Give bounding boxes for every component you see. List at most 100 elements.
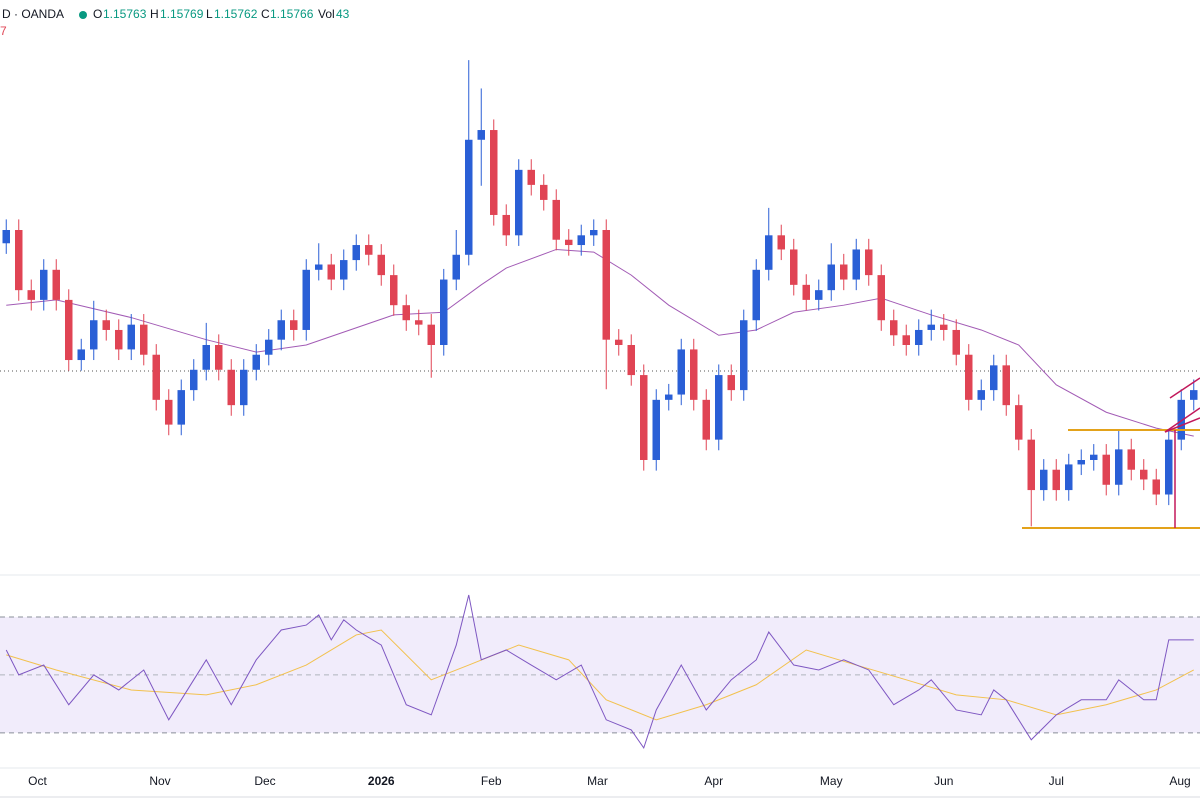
drawings (1022, 377, 1200, 529)
x-tick-label: Oct (28, 774, 47, 788)
status-dot (79, 11, 87, 19)
candle-body (627, 345, 635, 376)
candle-body (602, 230, 610, 340)
indicator-label: 7 (0, 24, 7, 38)
candle-body (1115, 449, 1123, 485)
vol-key: Vol (318, 7, 335, 21)
candle-body (540, 184, 548, 200)
candle-body (127, 324, 135, 350)
trend-line[interactable] (1164, 407, 1200, 433)
x-tick-label: Nov (149, 774, 170, 788)
candle-body (552, 199, 560, 240)
ohlc-value: 1.15766 (270, 7, 314, 21)
candle-body (440, 279, 448, 345)
candle-body (615, 339, 623, 345)
candle-body (1015, 405, 1023, 440)
rsi-pane (0, 594, 1200, 749)
x-tick-label: Apr (704, 774, 723, 788)
x-tick-label: 2026 (368, 774, 395, 788)
candle-body (965, 354, 973, 400)
ohlc-key: H (150, 7, 159, 21)
trend-line[interactable] (1164, 417, 1200, 433)
moving-average (6, 248, 1194, 437)
candle-body (340, 260, 348, 280)
candle-body (765, 235, 773, 270)
candle-body (90, 320, 98, 350)
candle-body (202, 345, 210, 370)
candle-body (1090, 454, 1098, 460)
candle-body (802, 284, 810, 300)
candle-body (890, 320, 898, 336)
candle-body (727, 375, 735, 391)
ohlc-value: 1.15763 (103, 7, 147, 21)
candle-body (915, 329, 923, 345)
candle-body (1040, 469, 1048, 491)
candle-body (65, 299, 73, 361)
candle-body (1102, 454, 1110, 485)
candle-body (590, 230, 598, 236)
price-pane (0, 60, 1200, 527)
candle-body (577, 235, 585, 246)
candle-body (252, 354, 260, 370)
x-tick-label: Jun (934, 774, 953, 788)
x-tick-label: Dec (254, 774, 275, 788)
candle-body (640, 375, 648, 460)
candle-body (465, 139, 473, 255)
candle-body (1165, 439, 1173, 495)
candle-body (490, 130, 498, 215)
candle-body (165, 399, 173, 425)
candle-body (427, 324, 435, 345)
candle-body (102, 320, 110, 330)
candle-body (502, 214, 510, 236)
candle-body (977, 390, 985, 400)
candle-body (1177, 399, 1185, 440)
candle-body (240, 369, 248, 406)
candle-body (1002, 365, 1010, 406)
candle-body (515, 169, 523, 236)
x-tick-label: Aug (1169, 774, 1190, 788)
symbol: D · OANDA (2, 7, 64, 21)
candle-body (290, 320, 298, 330)
x-tick-label: Jul (1049, 774, 1064, 788)
candle-body (677, 349, 685, 395)
rsi-line (5, 594, 1194, 749)
candle-body (390, 275, 398, 306)
candle-body (402, 305, 410, 321)
candle-body (177, 390, 185, 425)
candle-body (215, 345, 223, 370)
candle-body (227, 369, 235, 406)
candle-body (715, 375, 723, 440)
legend-header: D · OANDA O 1.15763 H 1.15769 L 1.15762 … (0, 7, 350, 38)
candle-body (190, 369, 198, 391)
candle-body (40, 269, 48, 300)
candle-body (690, 349, 698, 400)
candle-body (365, 245, 373, 255)
candle-body (865, 249, 873, 276)
ohlc-key: O (93, 7, 102, 21)
candle-body (2, 230, 10, 244)
candle-body (302, 269, 310, 330)
candle-body (152, 354, 160, 400)
candle-body (852, 249, 860, 280)
trend-line[interactable] (1169, 377, 1200, 399)
candle-body (377, 254, 385, 276)
candle-body (902, 335, 910, 345)
candle-body (927, 324, 935, 330)
candle-body (877, 275, 885, 321)
candle-body (952, 329, 960, 355)
candle-body (1152, 479, 1160, 495)
candle-body (352, 245, 360, 261)
candle-body (1140, 469, 1148, 480)
candle-body (752, 269, 760, 321)
vol-value: 43 (336, 7, 350, 21)
candle-body (452, 254, 460, 280)
x-tick-label: May (820, 774, 843, 788)
candle-body (565, 239, 573, 246)
candle-body (477, 130, 485, 140)
x-tick-label: Feb (481, 774, 502, 788)
x-axis: Oct Nov Dec 2026 Feb Mar Apr May Jun Jul Aug (28, 774, 1191, 788)
candle-body (315, 264, 323, 270)
candle-body (840, 264, 848, 280)
candle-body (652, 399, 660, 460)
